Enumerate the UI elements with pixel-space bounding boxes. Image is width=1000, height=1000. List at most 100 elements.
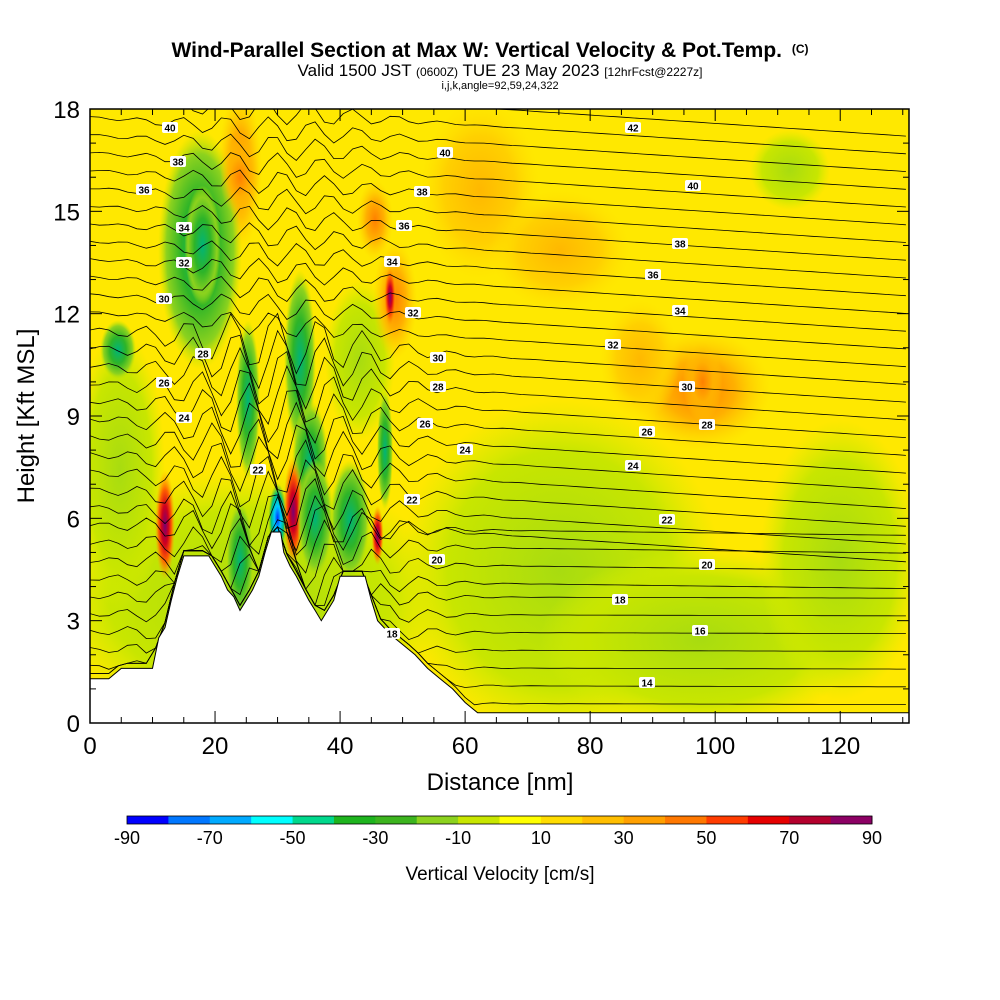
contour-label: 36 [396, 220, 412, 233]
colorbar-swatch [665, 816, 707, 824]
theta-contour [90, 205, 906, 261]
contour-label: 28 [699, 419, 715, 432]
theta-contour [90, 116, 906, 172]
colorbar-tick-label: -30 [362, 828, 388, 848]
theta-contour [90, 517, 906, 574]
colorbar-tick-label: 90 [862, 828, 882, 848]
svg-text:30: 30 [681, 383, 693, 394]
svg-text:42: 42 [627, 124, 639, 135]
y-tick-label: 12 [53, 302, 80, 329]
velocity-blob [236, 320, 260, 480]
theta-contour [90, 311, 906, 368]
velocity-blob [490, 190, 630, 310]
colorbar-swatch [789, 816, 832, 824]
x-tick-label: 120 [820, 733, 860, 760]
colorbar: -90 -70 -50 -30 -10 10 30 50 70 90 [114, 815, 882, 848]
velocity-feature [384, 266, 397, 327]
colorbar-tick-label: -10 [445, 828, 471, 848]
velocity-feature [155, 470, 176, 581]
theta-contour [90, 435, 906, 509]
colorbar-swatch [830, 816, 873, 824]
theta-contour [90, 312, 906, 385]
velocity-blob [760, 420, 909, 700]
svg-text:16: 16 [694, 627, 706, 638]
contour-label: 28 [430, 381, 446, 394]
svg-text:38: 38 [674, 240, 686, 251]
svg-text:28: 28 [197, 350, 209, 361]
colorbar-label: Vertical Velocity [cm/s] [405, 864, 594, 885]
theta-contour [90, 526, 906, 590]
theta-contour [90, 455, 906, 527]
svg-text:22: 22 [661, 516, 673, 527]
colorbar-tick-label: 50 [696, 828, 716, 848]
theta-contour [90, 526, 906, 607]
x-tick-label: 40 [327, 733, 354, 760]
theta-contour [90, 490, 906, 563]
chart-title: Wind-Parallel Section at Max W: Vertical… [171, 39, 808, 62]
x-tick-label: 20 [202, 733, 229, 760]
colorbar-tick-label: 70 [779, 828, 799, 848]
contour-label: 40 [685, 180, 701, 193]
colorbar-swatch [333, 816, 376, 824]
svg-text:36: 36 [398, 222, 410, 233]
colorbar-tick-label: 30 [614, 828, 634, 848]
contour-label: 36 [645, 269, 661, 282]
svg-text:14: 14 [641, 679, 653, 690]
contour-label: 24 [176, 412, 192, 425]
contour-label: 36 [136, 184, 152, 197]
velocity-blob [357, 180, 393, 260]
contour-label: 14 [639, 677, 655, 690]
theta-contour [90, 275, 906, 332]
contour-label: 18 [612, 594, 628, 607]
contour-label: 34 [672, 305, 688, 318]
svg-text:38: 38 [172, 158, 184, 169]
svg-text:28: 28 [701, 421, 713, 432]
svg-text:18: 18 [614, 596, 626, 607]
x-tick-label: 60 [452, 733, 479, 760]
y-tick-label: 15 [53, 199, 80, 226]
plot-area: 40 42 40 38 36 34 32 30 28 26 24 22 20 18 16 14 38 36 34 32… [90, 109, 909, 723]
contour-label: 26 [639, 426, 655, 439]
velocity-feature [220, 137, 261, 218]
colorbar-swatch [582, 816, 625, 824]
svg-text:24: 24 [627, 462, 639, 473]
contour-label: 38 [672, 238, 688, 251]
x-tick-label: 0 [83, 733, 96, 760]
contour-label: 20 [699, 559, 715, 572]
svg-text:24: 24 [178, 414, 190, 425]
contour-label: 22 [404, 494, 420, 507]
x-tick-label: 80 [577, 733, 604, 760]
y-tick-label: 9 [67, 404, 80, 431]
theta-contour [190, 109, 906, 155]
contour-label: 28 [195, 348, 211, 361]
colorbar-swatch [375, 816, 418, 824]
theta-contour [90, 240, 906, 297]
y-tick-label: 18 [53, 97, 80, 124]
contour-label: 38 [414, 186, 430, 199]
contour-label: 40 [437, 147, 453, 160]
contour-label: 34 [176, 222, 192, 235]
colorbar-tick-label: -70 [197, 828, 223, 848]
svg-text:34: 34 [386, 258, 398, 269]
contour-label: 24 [457, 444, 473, 457]
theta-contour [90, 169, 906, 226]
svg-text:22: 22 [406, 496, 418, 507]
colorbar-swatch [458, 816, 500, 824]
contour-label: 24 [625, 460, 641, 473]
svg-text:20: 20 [431, 556, 443, 567]
contour-label: 18 [384, 628, 400, 641]
contour-label: 16 [692, 625, 708, 638]
colorbar-tick-label: -90 [114, 828, 140, 848]
theta-contour [90, 495, 906, 556]
x-axis-label: Distance [nm] [427, 769, 574, 796]
chart-subtitle-indices: i,j,k,angle=92,59,24,322 [441, 80, 558, 92]
svg-text:26: 26 [158, 379, 170, 390]
colorbar-swatch [292, 816, 335, 824]
contour-label: 30 [679, 381, 695, 394]
contour-label: 22 [659, 514, 675, 527]
svg-text:40: 40 [439, 149, 451, 160]
contour-label: 30 [156, 293, 172, 306]
colorbar-swatch [251, 816, 294, 824]
colorbar-swatch [127, 816, 169, 824]
